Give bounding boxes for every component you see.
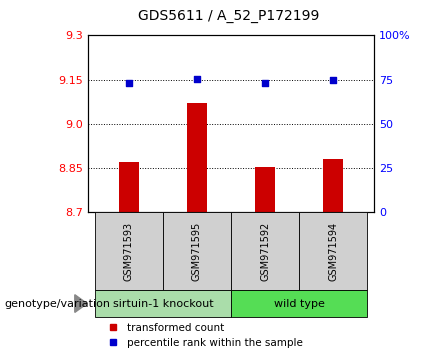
Text: GSM971592: GSM971592 — [260, 222, 270, 281]
Text: sirtuin-1 knockout: sirtuin-1 knockout — [113, 298, 213, 309]
Polygon shape — [75, 295, 87, 313]
Text: wild type: wild type — [274, 298, 325, 309]
Text: GDS5611 / A_52_P172199: GDS5611 / A_52_P172199 — [138, 9, 319, 23]
Point — [330, 77, 337, 82]
Bar — [95, 212, 163, 290]
Bar — [231, 212, 299, 290]
Bar — [255, 167, 275, 212]
Bar — [187, 103, 207, 212]
Bar — [119, 162, 139, 212]
Point — [125, 80, 132, 86]
Text: genotype/variation: genotype/variation — [4, 298, 110, 309]
Text: GSM971593: GSM971593 — [124, 222, 134, 281]
Bar — [231, 290, 367, 317]
Text: GSM971595: GSM971595 — [192, 222, 202, 281]
Bar — [163, 212, 231, 290]
Point — [194, 76, 201, 81]
Bar — [299, 212, 367, 290]
Text: GSM971594: GSM971594 — [328, 222, 338, 281]
Point — [261, 80, 268, 86]
Bar — [323, 159, 343, 212]
Legend: transformed count, percentile rank within the sample: transformed count, percentile rank withi… — [102, 321, 304, 349]
Bar — [95, 290, 231, 317]
